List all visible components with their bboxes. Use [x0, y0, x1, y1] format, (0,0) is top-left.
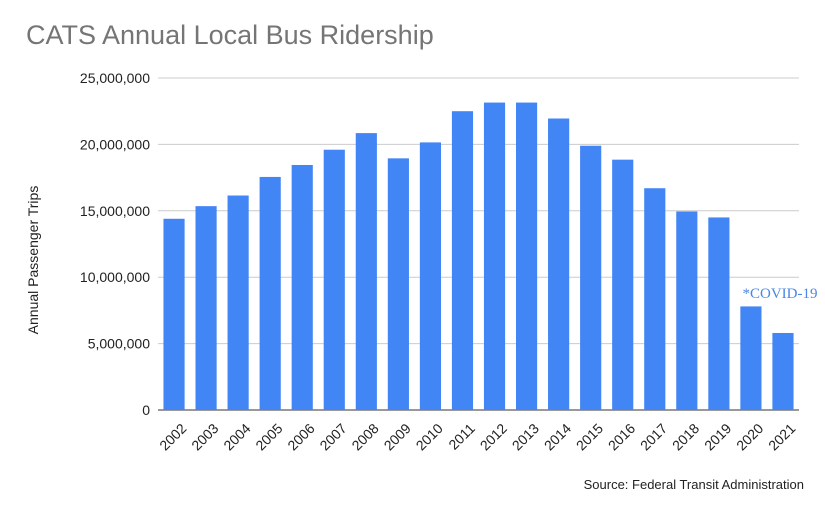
- x-tick-label: 2016: [605, 420, 638, 453]
- bar-2004: [227, 195, 249, 410]
- gridlines: [158, 77, 799, 411]
- x-tick-label: 2010: [413, 420, 446, 453]
- y-tick-label: 25,000,000: [80, 70, 150, 86]
- x-tick-label: 2015: [573, 420, 606, 453]
- bar-2002: [163, 218, 185, 410]
- y-tick-label: 10,000,000: [80, 269, 150, 285]
- bar-2007: [323, 149, 345, 410]
- bar-2005: [259, 176, 281, 410]
- x-tick-label: 2003: [188, 420, 221, 453]
- y-tick-label: 5,000,000: [88, 336, 150, 352]
- bar-2010: [419, 142, 442, 410]
- bar-2016: [612, 159, 634, 410]
- bar-2011: [451, 111, 474, 410]
- bar-2019: [708, 217, 730, 410]
- x-tick-label: 2020: [733, 420, 766, 453]
- y-axis-tick-labels: 0 5,000,000 10,000,000 15,000,000 20,000,000…: [80, 70, 150, 418]
- x-tick-label: 2021: [765, 420, 798, 453]
- x-tick-label: 2012: [477, 420, 510, 453]
- x-tick-label: 2017: [637, 420, 670, 453]
- x-tick-label: 2011: [445, 420, 478, 453]
- bar-2009: [387, 158, 409, 410]
- source-note: Source: Federal Transit Administration: [583, 477, 804, 492]
- bar-2008: [355, 133, 377, 410]
- bar-2020: [740, 306, 762, 410]
- bar-2018: [676, 211, 698, 410]
- bar-2012: [483, 102, 506, 411]
- bar-2006: [291, 164, 313, 410]
- bar-2003: [195, 206, 217, 410]
- x-tick-label: 2002: [156, 420, 189, 453]
- y-tick-label: 20,000,000: [80, 136, 150, 152]
- x-tick-label: 2013: [509, 420, 542, 453]
- x-tick-label: 2018: [669, 420, 702, 453]
- covid-annotation: *COVID-19: [743, 286, 818, 302]
- bar-2013: [515, 102, 538, 411]
- y-tick-label: 15,000,000: [80, 203, 150, 219]
- bar-2015: [580, 145, 602, 410]
- y-axis-label: Annual Passenger Trips: [25, 186, 41, 335]
- x-tick-label: 2005: [252, 420, 285, 453]
- bar-2014: [548, 118, 570, 410]
- x-tick-label: 2009: [381, 420, 414, 453]
- bars: [163, 102, 794, 411]
- x-tick-label: 2004: [220, 420, 253, 453]
- chart-title: CATS Annual Local Bus Ridership: [26, 20, 434, 50]
- y-tick-label: 0: [142, 402, 150, 418]
- bar-2017: [644, 188, 666, 410]
- x-tick-label: 2019: [701, 420, 734, 453]
- x-tick-label: 2007: [316, 420, 349, 453]
- x-tick-label: 2014: [541, 420, 574, 453]
- x-tick-label: 2008: [348, 420, 381, 453]
- x-tick-label: 2006: [284, 420, 317, 453]
- bar-2021: [772, 332, 794, 410]
